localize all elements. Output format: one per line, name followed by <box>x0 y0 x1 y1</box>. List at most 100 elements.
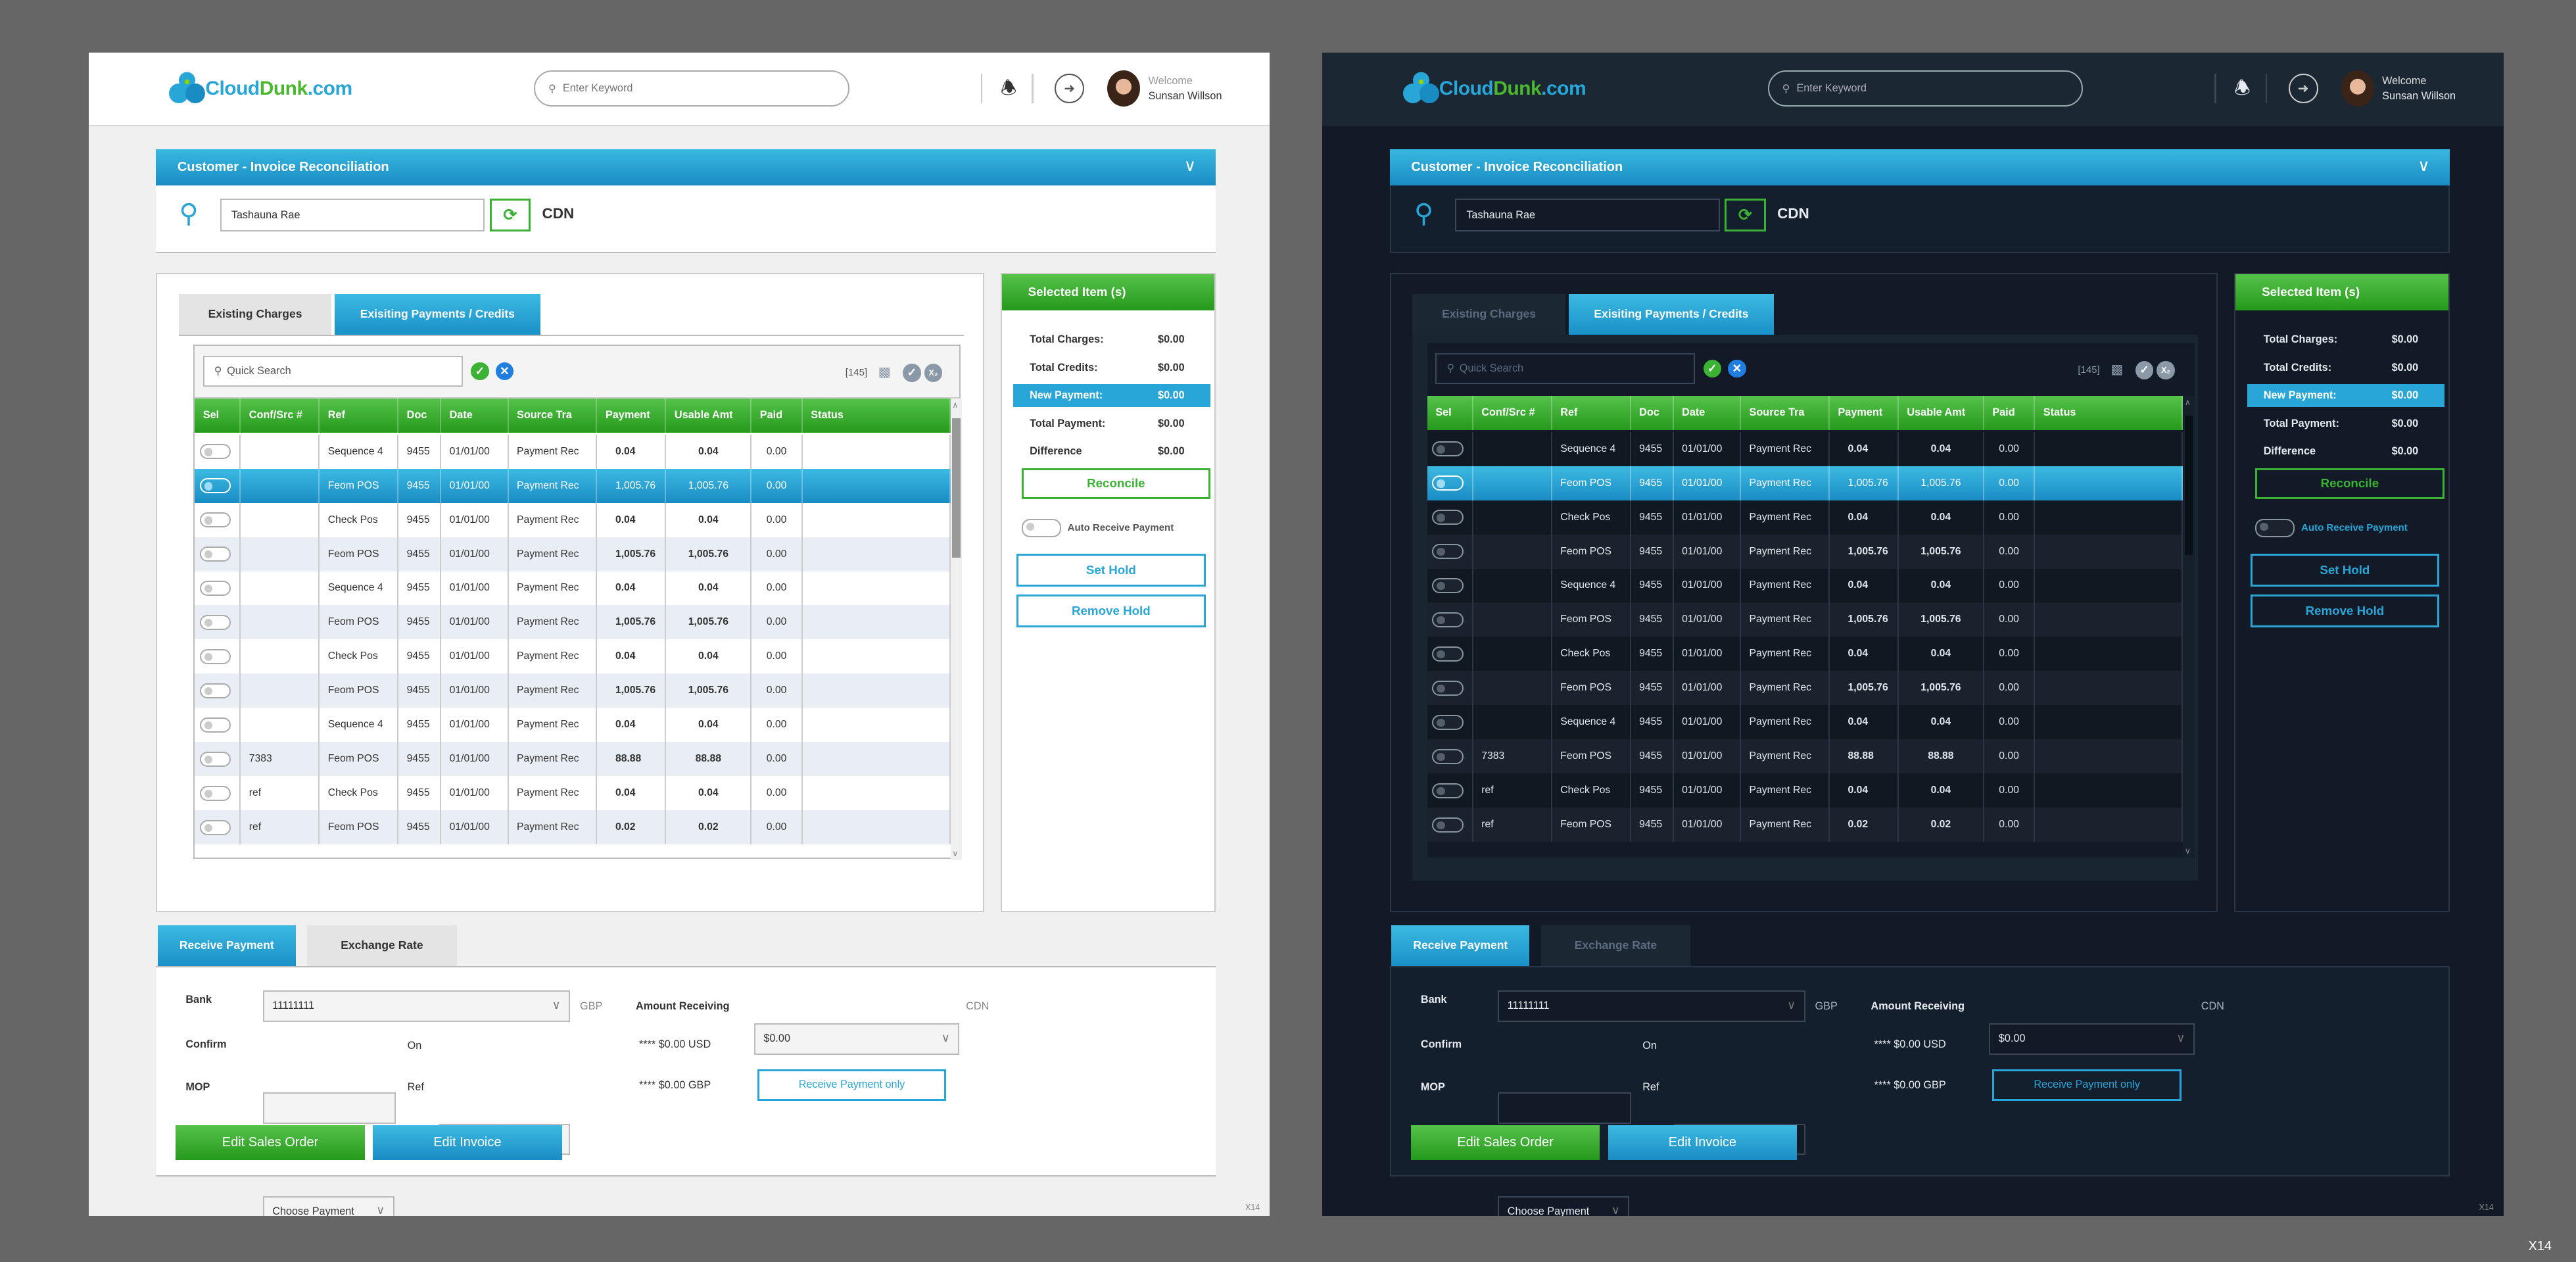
bell-icon[interactable]: 🕭 <box>2234 77 2251 98</box>
refresh-button[interactable]: ⟳ <box>1725 199 1766 232</box>
table-row[interactable]: Sequence 4 9455 01/01/00 Payment Rec 0.04 0.0… <box>1427 568 2183 603</box>
row-select-toggle[interactable] <box>1432 441 1464 456</box>
table-row[interactable]: Feom POS 9455 01/01/00 Payment Rec 1,005.76 1… <box>1427 466 2183 500</box>
row-select-toggle[interactable] <box>199 786 231 801</box>
table-row[interactable]: Feom POS 9455 01/01/00 Payment Rec 1,005.76 1… <box>195 537 951 571</box>
confirm-input[interactable] <box>1498 1092 1631 1124</box>
refresh-button[interactable]: ⟳ <box>489 199 531 232</box>
table-row[interactable]: Feom POS 9455 01/01/00 Payment Rec 1,005.76 1… <box>195 468 951 503</box>
tab-existing-payments-credits[interactable]: Exisiting Payments / Credits <box>1568 293 1775 335</box>
table-row[interactable]: Sequence 4 9455 01/01/00 Payment Rec 0.04 0.0… <box>195 571 951 606</box>
row-select-toggle[interactable] <box>199 615 231 630</box>
table-row[interactable]: Feom POS 9455 01/01/00 Payment Rec 1,005.76 1… <box>1427 671 2183 706</box>
grid-scrollbar[interactable]: ∧ ∨ <box>2183 395 2195 858</box>
table-row[interactable]: Sequence 4 9455 01/01/00 Payment Rec 0.04 0.0… <box>1427 431 2183 466</box>
table-row[interactable]: Sequence 4 9455 01/01/00 Payment Rec 0.04 0.0… <box>195 708 951 742</box>
scroll-up-icon[interactable]: ∧ <box>2184 398 2191 408</box>
column-header-payment[interactable]: Payment <box>597 398 667 433</box>
bar-chart-icon[interactable]: ▩ <box>2111 362 2124 377</box>
auto-receive-toggle[interactable] <box>2255 519 2295 537</box>
bar-chart-icon[interactable]: ▩ <box>878 365 891 380</box>
tab-exchange-rate[interactable]: Exchange Rate <box>1540 925 1691 967</box>
check-circle-icon[interactable]: ✓ <box>2135 361 2154 379</box>
row-select-toggle[interactable] <box>199 546 231 562</box>
clear-x-icon[interactable]: ✕ <box>1728 359 1746 378</box>
column-header-date[interactable]: Date <box>1674 395 1742 431</box>
row-select-toggle[interactable] <box>199 649 231 664</box>
bell-icon[interactable]: 🕭 <box>1000 77 1017 98</box>
row-select-toggle[interactable] <box>199 512 231 527</box>
tab-receive-payment[interactable]: Receive Payment <box>1391 925 1530 967</box>
row-select-toggle[interactable] <box>199 752 231 767</box>
table-row[interactable]: ref Feom POS 9455 01/01/00 Payment Rec 0.02 0.… <box>1427 808 2183 842</box>
column-header-usable[interactable]: Usable Amt <box>1899 395 1984 431</box>
receive-payment-only-button[interactable]: Receive Payment only <box>757 1069 947 1101</box>
table-row[interactable]: Check Pos 9455 01/01/00 Payment Rec 0.04 0.04… <box>195 639 951 674</box>
column-header-ref[interactable]: Ref <box>1552 395 1631 431</box>
column-header-doc[interactable]: Doc <box>398 398 442 433</box>
tab-existing-charges[interactable]: Existing Charges <box>1412 293 1565 335</box>
bank-select[interactable]: 11111111 ∨ <box>262 990 571 1022</box>
chevron-down-icon[interactable]: ∨ <box>2418 157 2430 176</box>
table-row[interactable]: Check Pos 9455 01/01/00 Payment Rec 0.04 0.04… <box>1427 637 2183 671</box>
keyword-search-input[interactable]: ⚲ Enter Keyword <box>1767 70 2084 107</box>
row-select-toggle[interactable] <box>1432 612 1464 627</box>
amount-receiving-select[interactable]: $0.00 ∨ <box>1989 1023 2195 1055</box>
check-circle-icon[interactable]: ✓ <box>903 364 921 382</box>
set-hold-button[interactable]: Set Hold <box>2250 553 2440 587</box>
column-header-source[interactable]: Source Tra <box>1741 395 1830 431</box>
row-select-toggle[interactable] <box>199 581 231 596</box>
edit-invoice-button[interactable]: Edit Invoice <box>373 1125 562 1160</box>
remove-hold-button[interactable]: Remove Hold <box>2250 595 2440 627</box>
edit-sales-order-button[interactable]: Edit Sales Order <box>1410 1125 1600 1160</box>
table-row[interactable]: 7383 Feom POS 9455 01/01/00 Payment Rec 88.88… <box>195 742 951 777</box>
quick-search-input[interactable]: ⚲ Quick Search <box>203 355 463 387</box>
apply-check-icon[interactable]: ✓ <box>1703 359 1722 378</box>
row-select-toggle[interactable] <box>199 820 231 835</box>
apply-check-icon[interactable]: ✓ <box>471 362 489 381</box>
table-row[interactable]: Sequence 4 9455 01/01/00 Payment Rec 0.04 0.0… <box>1427 705 2183 740</box>
reconcile-button[interactable]: Reconcile <box>1021 468 1211 500</box>
table-row[interactable]: ref Check Pos 9455 01/01/00 Payment Rec 0.04 0… <box>195 776 951 811</box>
column-header-sel[interactable]: Sel <box>195 398 241 433</box>
column-header-date[interactable]: Date <box>441 398 509 433</box>
reconcile-button[interactable]: Reconcile <box>2255 468 2445 500</box>
chevron-down-icon[interactable]: ∨ <box>1183 157 1197 176</box>
sign-in-icon[interactable]: ➜ <box>1055 74 1085 104</box>
row-select-toggle[interactable] <box>1432 715 1464 730</box>
customer-input[interactable]: Tashauna Rae <box>1455 199 1720 232</box>
edit-invoice-button[interactable]: Edit Invoice <box>1608 1125 1798 1160</box>
column-header-status[interactable]: Status <box>2035 395 2183 431</box>
subscript-icon[interactable]: X₂ <box>2157 361 2175 379</box>
table-row[interactable]: 7383 Feom POS 9455 01/01/00 Payment Rec 88.88… <box>1427 739 2183 774</box>
row-select-toggle[interactable] <box>1432 817 1464 833</box>
logo[interactable]: Cloud Dunk .com <box>1402 67 1586 110</box>
column-header-ref[interactable]: Ref <box>320 398 399 433</box>
scroll-down-icon[interactable]: ∨ <box>952 849 959 859</box>
row-select-toggle[interactable] <box>1432 783 1464 798</box>
row-select-toggle[interactable] <box>1432 749 1464 764</box>
scrollbar-thumb[interactable] <box>2184 415 2193 555</box>
column-header-paid[interactable]: Paid <box>1984 395 2036 431</box>
column-header-doc[interactable]: Doc <box>1631 395 1674 431</box>
confirm-input[interactable] <box>262 1092 396 1124</box>
column-header-payment[interactable]: Payment <box>1830 395 1899 431</box>
set-hold-button[interactable]: Set Hold <box>1016 553 1206 587</box>
scroll-down-icon[interactable]: ∨ <box>2184 846 2191 856</box>
column-header-paid[interactable]: Paid <box>751 398 803 433</box>
edit-sales-order-button[interactable]: Edit Sales Order <box>176 1125 365 1160</box>
clear-x-icon[interactable]: ✕ <box>495 362 514 381</box>
accordion-header[interactable]: Customer - Invoice Reconciliation ∨ <box>1389 149 2450 186</box>
scrollbar-thumb[interactable] <box>952 418 961 558</box>
quick-search-input[interactable]: ⚲ Quick Search <box>1435 352 1696 385</box>
row-select-toggle[interactable] <box>1432 544 1464 559</box>
row-select-toggle[interactable] <box>199 478 231 493</box>
row-select-toggle[interactable] <box>1432 681 1464 696</box>
bank-select[interactable]: 11111111 ∨ <box>1498 990 1805 1022</box>
sign-in-icon[interactable]: ➜ <box>2288 74 2318 104</box>
avatar[interactable] <box>1107 70 1141 107</box>
tab-existing-payments-credits[interactable]: Exisiting Payments / Credits <box>335 293 540 335</box>
tab-existing-charges[interactable]: Existing Charges <box>178 293 332 335</box>
table-row[interactable]: Check Pos 9455 01/01/00 Payment Rec 0.04 0.04… <box>1427 500 2183 535</box>
tab-receive-payment[interactable]: Receive Payment <box>157 925 296 967</box>
